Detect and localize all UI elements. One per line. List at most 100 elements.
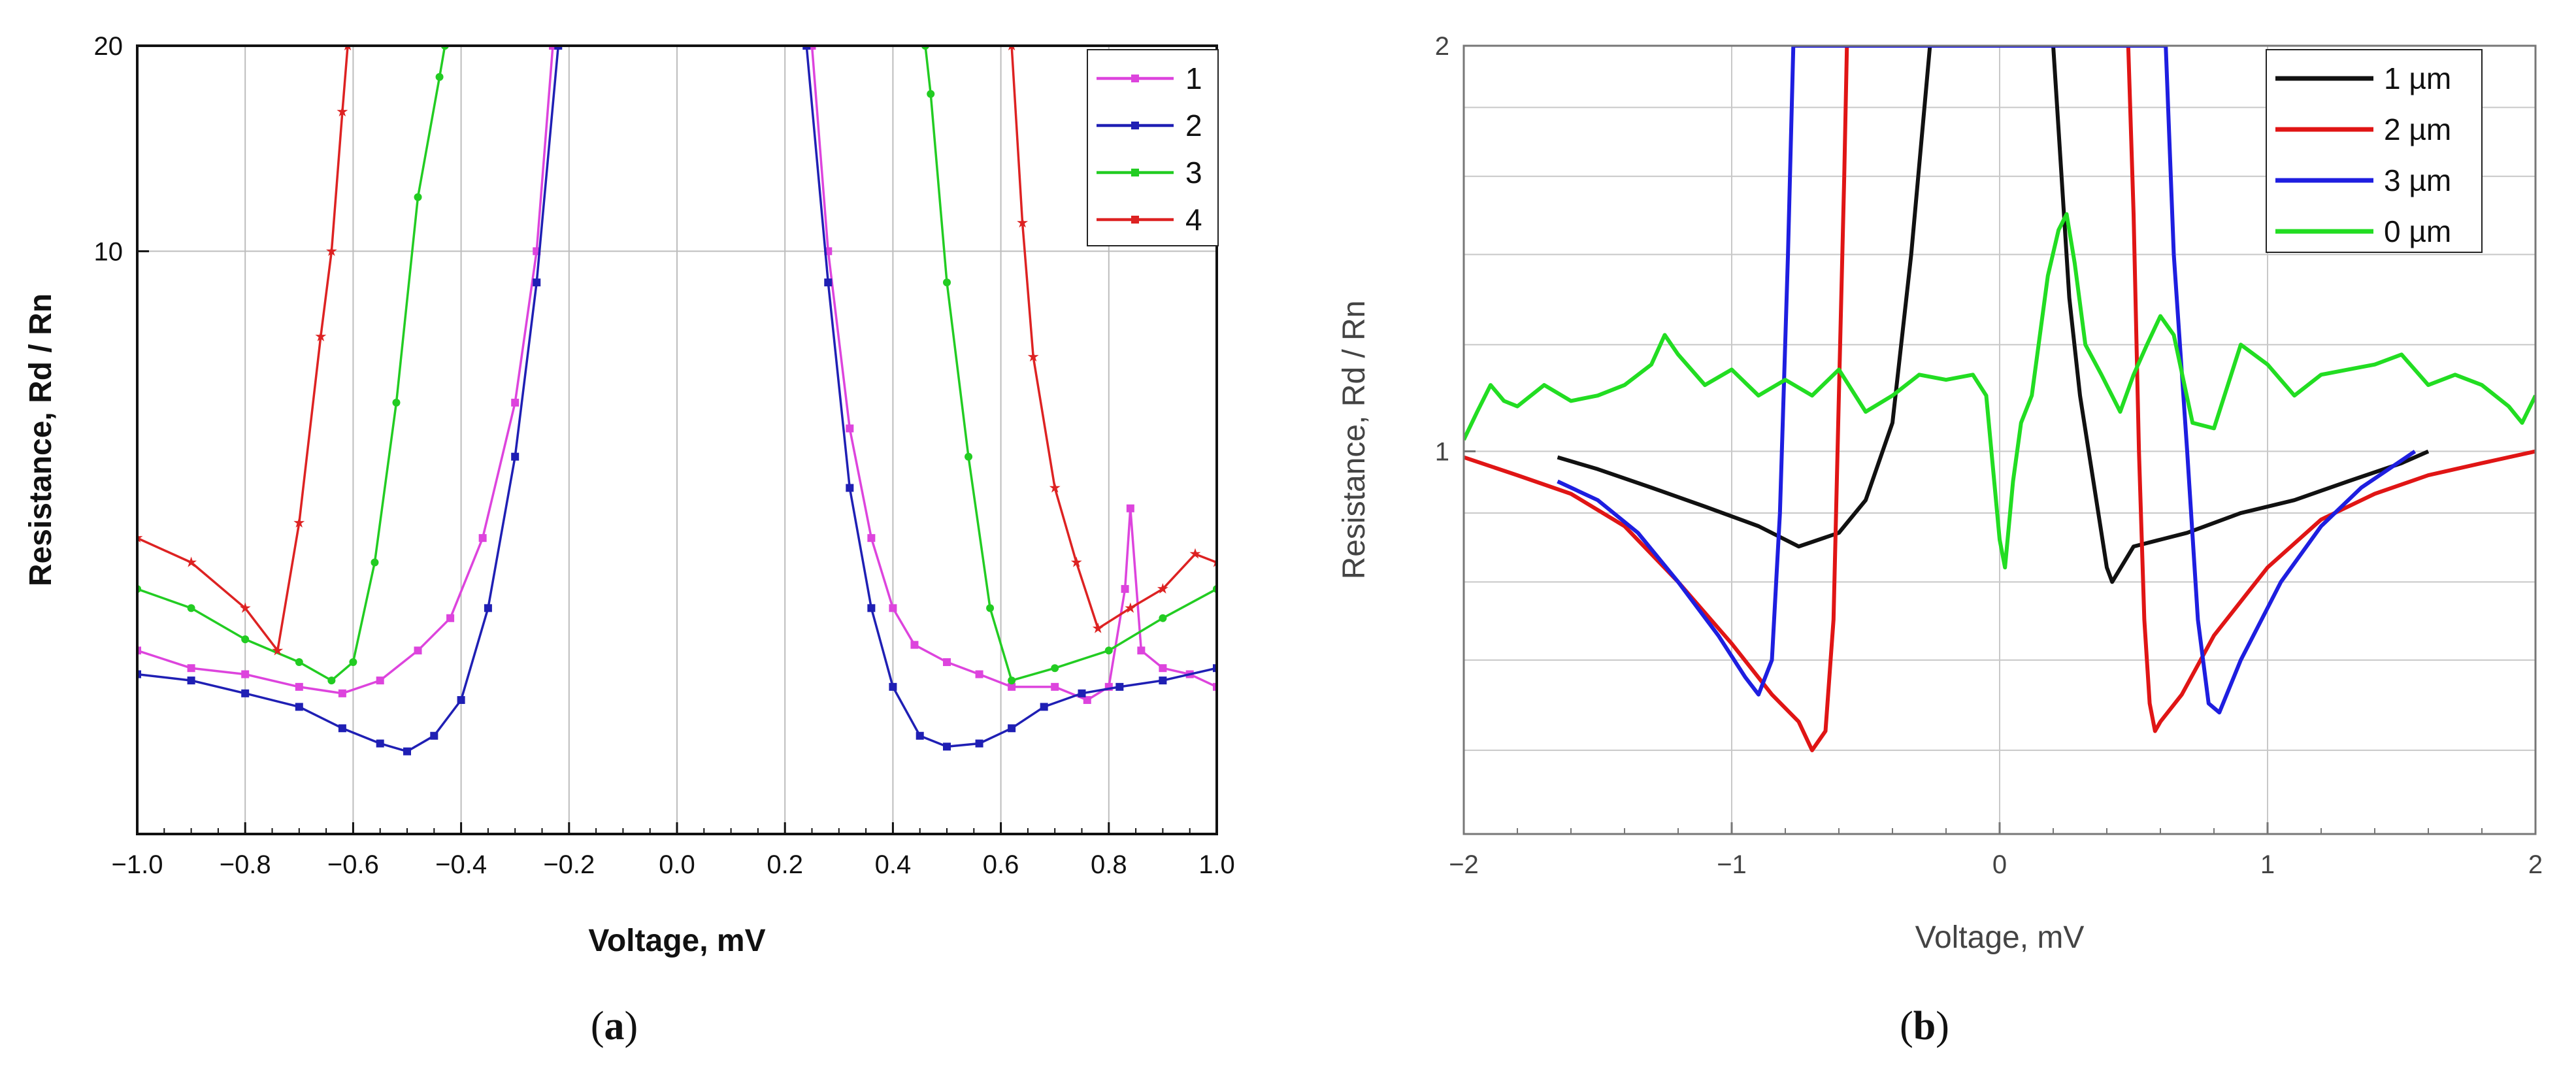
data-point (533, 278, 541, 287)
data-point (1121, 585, 1129, 593)
series-1 (137, 46, 1217, 705)
plot-frame (136, 44, 1218, 835)
data-point (478, 534, 487, 542)
data-point (1040, 703, 1048, 711)
data-point (376, 739, 384, 748)
x-tick-label: −1 (1717, 850, 1747, 879)
data-point (371, 558, 379, 567)
data-point (446, 614, 455, 622)
data-point (986, 604, 995, 612)
data-point (1083, 696, 1091, 705)
legend-label-1: 1 (1185, 61, 1202, 95)
legend-label-3: 3 (1185, 156, 1202, 190)
caption-paren-close: ) (625, 1004, 638, 1048)
series-1 (1557, 46, 2430, 584)
caption-letter: b (1913, 1004, 1936, 1048)
legend-label-4: 4 (1185, 203, 1202, 237)
data-point (327, 676, 336, 685)
data-point: ★ (239, 600, 252, 616)
y-axis-title: Resistance, Rd / Rn (1337, 301, 1372, 580)
x-axis-title: Voltage, mV (588, 924, 765, 958)
data-point (1126, 504, 1134, 512)
data-point (943, 743, 951, 751)
legend-label-2: 2 (1185, 108, 1202, 142)
series-line-2 (137, 46, 1217, 753)
data-point (187, 676, 195, 685)
series-line-2 (1464, 46, 2535, 752)
data-point (808, 46, 816, 50)
series-line-3 (1557, 46, 2417, 715)
series-2 (137, 46, 1217, 756)
data-point (889, 682, 897, 691)
data-point (889, 604, 897, 612)
x-axis-title: Voltage, mV (1915, 920, 2085, 955)
series-3 (137, 46, 1217, 685)
data-point: ★ (1048, 480, 1061, 496)
data-point (824, 278, 833, 287)
data-point (457, 696, 465, 705)
data-point (943, 278, 951, 287)
data-point (549, 46, 557, 50)
series-line-3 (137, 46, 1217, 682)
data-point (295, 703, 303, 711)
x-tick-label: −2 (1449, 850, 1479, 879)
data-point (867, 604, 876, 612)
data-point: ★ (336, 104, 349, 120)
caption-paren-open: ( (591, 1004, 604, 1048)
data-point: ★ (293, 515, 306, 531)
data-point: ★ (325, 243, 338, 259)
data-point: ★ (1157, 581, 1170, 597)
panel-b: −2 −1 0 1 2 1 2 1 µm 2 µm 3 µm 0 µm Voltage, mV Resi… (1337, 32, 2543, 1048)
data-point: ★ (1210, 554, 1223, 571)
x-tick-label: −1.0 (112, 850, 163, 879)
data-point (1104, 646, 1113, 655)
data-point (802, 46, 811, 50)
y-tick-label: 20 (94, 32, 124, 61)
data-point (484, 604, 492, 612)
data-point: ★ (1091, 621, 1104, 637)
legend-box (2266, 49, 2483, 253)
series-line-4 (137, 46, 1217, 652)
data-point (392, 399, 401, 407)
legend-label-3: 3 µm (2384, 163, 2451, 197)
data-point (927, 90, 935, 98)
data-point (414, 646, 422, 655)
data-point (430, 731, 438, 740)
x-tick-label: 1.0 (1198, 850, 1235, 879)
x-tick-label: 0.8 (1091, 850, 1127, 879)
data-point: ★ (341, 38, 354, 54)
legend-marker-4 (1131, 216, 1139, 224)
data-point (435, 73, 444, 81)
y-axis-title: Resistance, Rd / Rn (24, 293, 58, 586)
data-point (1078, 689, 1086, 697)
data-point (187, 664, 195, 673)
data-point (1008, 676, 1016, 685)
legend-label-4: 0 µm (2384, 214, 2451, 248)
data-point (1137, 646, 1146, 655)
caption-letter: a (604, 1004, 625, 1048)
x-tick-label: 0.4 (875, 850, 912, 879)
data-point: ★ (271, 642, 284, 659)
data-point (867, 534, 876, 542)
legend-box (1087, 49, 1219, 246)
data-point (187, 604, 195, 612)
legend-label-2: 2 µm (2384, 112, 2451, 146)
data-point (376, 676, 384, 685)
data-point: ★ (1027, 349, 1040, 365)
x-tick-label: 0.6 (983, 850, 1019, 879)
data-point (349, 658, 357, 667)
data-point (1008, 682, 1016, 691)
x-tick-label: −0.6 (327, 850, 379, 879)
series-line-1 (1557, 46, 2430, 584)
data-point (1051, 682, 1059, 691)
data-point: ★ (1016, 215, 1029, 231)
y-tick-label: 10 (94, 237, 124, 266)
data-point: ★ (1124, 600, 1137, 616)
series-3 (1557, 46, 2417, 715)
y-tick-label: 2 (1435, 32, 1449, 61)
data-point (1051, 664, 1059, 673)
caption-paren-close: ) (1936, 1004, 1949, 1048)
data-point: ★ (1005, 38, 1018, 54)
data-point (943, 658, 951, 667)
